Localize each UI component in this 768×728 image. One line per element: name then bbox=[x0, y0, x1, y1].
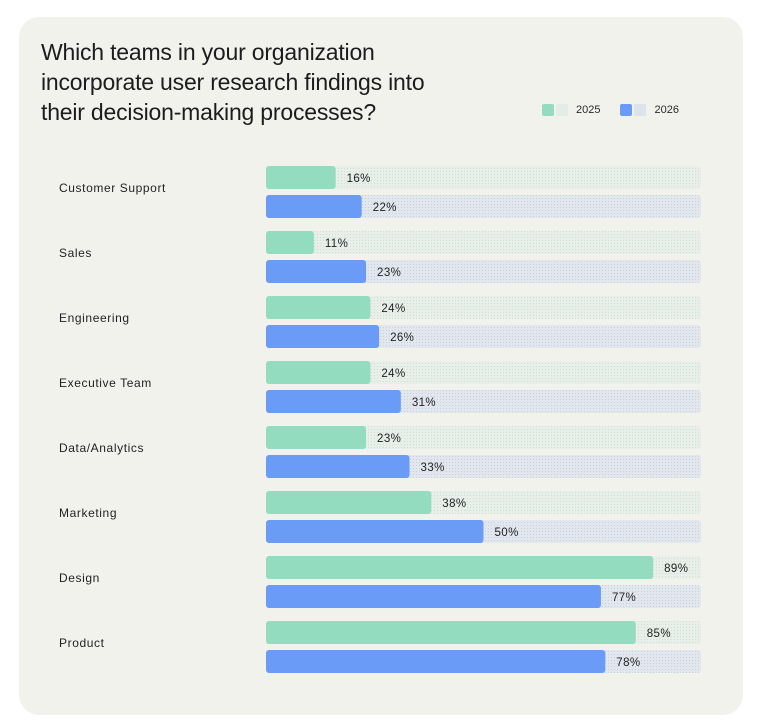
bar-2025 bbox=[266, 491, 432, 514]
value-label-2026: 50% bbox=[495, 527, 519, 539]
bar-2026 bbox=[266, 650, 606, 673]
legend-swatch-2025 bbox=[542, 104, 554, 116]
bar-2026 bbox=[266, 520, 484, 543]
value-label-2025: 11% bbox=[325, 238, 348, 250]
category-label: Design bbox=[59, 571, 100, 585]
bar-track-2026 bbox=[266, 260, 701, 283]
category-label: Customer Support bbox=[59, 181, 166, 195]
bar-2026 bbox=[266, 585, 601, 608]
bar-2026 bbox=[266, 325, 380, 348]
legend-track-2026 bbox=[634, 104, 647, 116]
value-label-2026: 22% bbox=[373, 202, 397, 214]
category-label: Sales bbox=[59, 246, 92, 260]
value-label-2025: 24% bbox=[381, 303, 405, 315]
value-label-2025: 24% bbox=[381, 368, 405, 380]
value-label-2026: 77% bbox=[612, 592, 636, 604]
bar-track-2025 bbox=[266, 296, 701, 319]
value-label-2025: 89% bbox=[664, 563, 688, 575]
chart-title: Which teams in your organization incorpo… bbox=[41, 39, 425, 125]
bar-2025 bbox=[266, 621, 636, 644]
category-label: Product bbox=[59, 636, 105, 650]
category-label: Engineering bbox=[59, 311, 130, 325]
value-label-2026: 33% bbox=[421, 462, 445, 474]
chart-legend: 2025 2026 bbox=[542, 101, 679, 119]
bar-track-2025 bbox=[266, 361, 701, 384]
bar-chart: Customer Support 16% 22% Sales 11% 23% Enginee… bbox=[59, 166, 701, 673]
legend-swatch-2026 bbox=[620, 104, 633, 116]
value-label-2025: 16% bbox=[347, 173, 371, 185]
bar-2025 bbox=[266, 231, 314, 254]
bar-2026 bbox=[266, 260, 367, 283]
bar-2026 bbox=[266, 390, 401, 413]
value-label-2026: 23% bbox=[377, 267, 401, 279]
bar-2025 bbox=[266, 166, 336, 189]
bar-2025 bbox=[266, 556, 654, 579]
bar-track-2025 bbox=[266, 426, 701, 449]
value-label-2026: 31% bbox=[412, 397, 436, 409]
legend-label-2025: 2025 bbox=[576, 104, 601, 116]
bar-2025 bbox=[266, 361, 371, 384]
bar-2025 bbox=[266, 296, 371, 319]
legend-item-2026: 2026 bbox=[620, 104, 679, 116]
value-label-2026: 26% bbox=[390, 332, 414, 344]
bar-track-2025 bbox=[266, 231, 701, 254]
category-label: Data/Analytics bbox=[59, 441, 144, 455]
bar-2026 bbox=[266, 455, 410, 478]
category-label: Marketing bbox=[59, 506, 117, 520]
legend-track-2025 bbox=[556, 104, 568, 116]
value-label-2025: 23% bbox=[377, 433, 401, 445]
legend-label-2026: 2026 bbox=[654, 104, 679, 116]
category-label: Executive Team bbox=[59, 376, 152, 390]
value-label-2025: 38% bbox=[442, 498, 466, 510]
legend-item-2025: 2025 bbox=[542, 104, 600, 116]
bar-2026 bbox=[266, 195, 362, 218]
bar-track-2026 bbox=[266, 195, 701, 218]
value-label-2026: 78% bbox=[616, 657, 640, 669]
value-label-2025: 85% bbox=[647, 628, 671, 640]
bar-track-2025 bbox=[266, 166, 701, 189]
bar-2025 bbox=[266, 426, 367, 449]
